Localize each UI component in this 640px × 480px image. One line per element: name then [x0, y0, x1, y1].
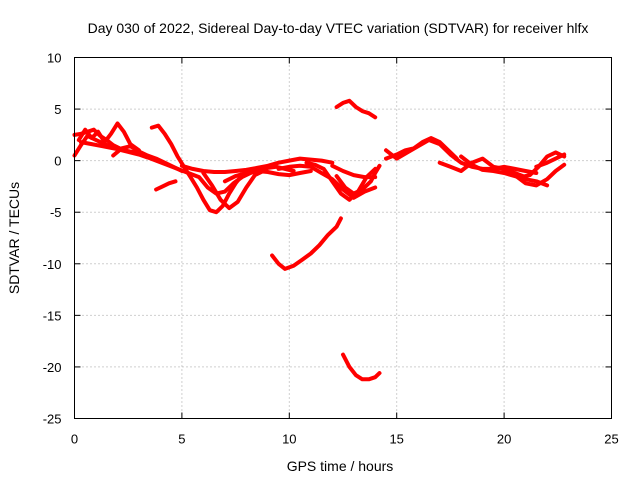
data-arc-arc-6 [149, 123, 251, 215]
data-arc-arc-5 [111, 144, 184, 173]
gridlines [74, 57, 612, 419]
y-tick-label: 10 [47, 51, 61, 66]
y-tick-label: 0 [54, 154, 61, 169]
x-tick-label: 5 [178, 432, 185, 447]
y-tick-label: -10 [43, 257, 62, 272]
data-arc-arc-24 [534, 152, 567, 169]
y-tick-label: -15 [43, 308, 62, 323]
y-axis-title: SDTVAR / TECUs [6, 182, 22, 294]
y-tick-label: -5 [50, 205, 62, 220]
x-tick-label: 10 [282, 432, 296, 447]
plot-frame [74, 57, 612, 419]
chart-title: Day 030 of 2022, Sidereal Day-to-day VTE… [88, 20, 589, 36]
data-arc-arc-15 [334, 98, 378, 120]
data-arc-arc-10 [222, 169, 313, 184]
x-tick-label: 0 [71, 432, 78, 447]
data-arc-arc-19 [384, 138, 539, 175]
data-arc-arc-9 [201, 169, 266, 211]
x-tick-label: 25 [604, 432, 618, 447]
x-tick-labels: 0 5 10 15 20 25 [71, 432, 619, 447]
y-tick-label: 5 [54, 102, 61, 117]
data-arc-arc-23 [519, 150, 567, 180]
y-tick-label: -25 [43, 412, 62, 427]
y-tick-label: -20 [43, 360, 62, 375]
data-arc-arc-3 [76, 121, 141, 153]
x-axis-title: GPS time / hours [287, 458, 394, 474]
data-arc-arc-17 [341, 352, 382, 382]
y-tick-labels: -25 -20 -15 -10 -5 0 5 10 [43, 51, 62, 427]
data-arc-arc-16 [270, 216, 343, 271]
data-series [72, 98, 567, 382]
x-tick-label: 20 [497, 432, 511, 447]
axis-ticks [74, 57, 612, 419]
x-tick-label: 15 [389, 432, 403, 447]
data-arc-arc-8 [179, 156, 335, 174]
data-arc-arc-13 [330, 163, 378, 180]
data-arc-arc-12 [304, 160, 378, 202]
data-arc-arc-7 [154, 179, 178, 192]
data-arc-arc-14 [334, 163, 382, 196]
data-arc-arc-22 [502, 162, 567, 188]
